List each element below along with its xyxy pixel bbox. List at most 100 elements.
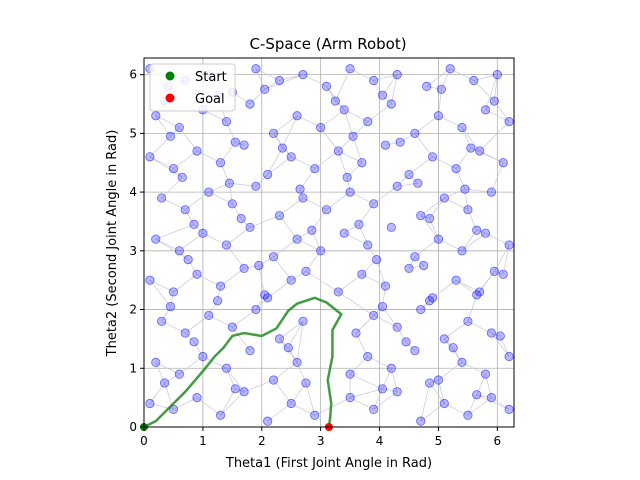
sample-point: [301, 378, 311, 388]
y-tick-label: 2: [129, 303, 137, 317]
roadmap-edge: [461, 127, 472, 149]
legend: Start Goal: [149, 63, 236, 112]
sample-point: [410, 252, 420, 262]
sample-point: [245, 346, 255, 356]
roadmap-edge: [376, 259, 386, 287]
sample-point: [239, 140, 249, 150]
roadmap-edge: [461, 127, 480, 152]
roadmap-edge: [408, 156, 433, 175]
roadmap-edge: [414, 256, 424, 266]
sample-point: [451, 163, 461, 174]
sample-point: [151, 357, 161, 367]
sample-point: [463, 205, 473, 215]
roadmap-edge: [279, 215, 298, 240]
sample-point: [363, 351, 373, 362]
roadmap-edge: [461, 232, 486, 252]
roadmap-edge: [217, 285, 221, 301]
roadmap-edge: [264, 294, 268, 299]
sample-point: [227, 322, 237, 332]
sample-point: [239, 387, 249, 397]
sample-point: [392, 322, 402, 332]
roadmap-edge: [273, 362, 298, 381]
sample-point: [439, 398, 449, 409]
sample-point: [377, 302, 388, 312]
sample-point: [448, 343, 458, 353]
sample-point: [486, 328, 497, 338]
roadmap-edge: [467, 397, 492, 416]
roadmap-edge: [346, 162, 363, 178]
roadmap-edge: [184, 209, 195, 225]
sample-point: [316, 122, 326, 133]
sample-point: [504, 351, 514, 362]
roadmap-edge: [244, 265, 259, 269]
sample-point: [369, 75, 379, 86]
grid-lines: [143, 58, 514, 428]
sample-point: [251, 64, 261, 74]
roadmap-edge: [196, 397, 221, 416]
roadmap-edge: [279, 321, 304, 340]
roadmap-edge: [220, 162, 230, 184]
roadmap-edge: [467, 394, 478, 416]
roadmap-edge: [396, 174, 410, 187]
sample-point: [151, 111, 161, 121]
sample-point: [369, 404, 379, 414]
roadmap-edge: [161, 177, 183, 199]
roadmap-edge: [273, 238, 298, 257]
sample-point: [489, 266, 499, 276]
roadmap-edge: [455, 168, 466, 190]
sample-point: [236, 213, 246, 224]
sample-point: [321, 205, 332, 215]
roadmap-edge: [179, 232, 204, 252]
sample-point: [457, 122, 467, 133]
roadmap-edge: [296, 321, 304, 363]
roadmap-edge: [229, 183, 233, 204]
legend-goal-marker: [165, 93, 175, 103]
sample-point: [174, 246, 184, 256]
roadmap-edge: [164, 373, 180, 384]
y-tick-label: 0: [129, 420, 137, 434]
sample-point: [333, 287, 343, 297]
roadmap-edge: [220, 268, 245, 287]
roadmap-edge: [432, 279, 457, 299]
roadmap-edge: [367, 103, 392, 122]
sample-point: [410, 128, 420, 138]
roadmap-edge: [420, 197, 445, 216]
sample-point: [425, 296, 435, 306]
sample-point: [357, 158, 367, 168]
roadmap-edge: [155, 362, 165, 384]
roadmap-edge: [420, 403, 445, 422]
x-axis-label: Theta1 (First Joint Angle in Rad): [225, 456, 432, 471]
sample-point: [342, 172, 352, 183]
roadmap-edge: [226, 121, 236, 143]
sample-point: [351, 328, 361, 338]
sample-point: [492, 70, 502, 80]
roadmap-edge: [258, 256, 274, 266]
sample-point: [386, 363, 396, 373]
sample-point: [439, 193, 449, 203]
roadmap-edge: [405, 341, 416, 351]
sample-point: [425, 213, 435, 224]
roadmap-edge: [170, 127, 180, 137]
roadmap-edge: [149, 156, 183, 178]
roadmap-edge: [444, 321, 469, 340]
sample-point: [189, 219, 199, 229]
roadmap-edge: [452, 347, 463, 363]
roadmap-edge: [320, 127, 339, 152]
y-tick-label: 4: [129, 185, 137, 199]
roadmap-edge: [314, 397, 351, 416]
sample-point: [183, 255, 193, 265]
roadmap-edge: [149, 136, 171, 158]
sample-point: [457, 357, 467, 367]
roadmap-edge: [173, 274, 198, 293]
sample-point: [457, 246, 467, 256]
roadmap-edge: [358, 224, 369, 246]
sample-point: [180, 205, 190, 215]
sample-point: [404, 169, 414, 180]
roadmap-edge: [485, 74, 498, 110]
roadmap-edge: [311, 230, 321, 251]
roadmap-edge: [264, 74, 304, 90]
roadmap-edge: [344, 224, 360, 234]
sample-point: [263, 416, 273, 426]
roadmap-edge: [476, 229, 486, 234]
sample-point: [268, 252, 279, 262]
